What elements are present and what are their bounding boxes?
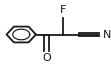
Text: O: O xyxy=(42,53,51,63)
Text: N: N xyxy=(103,30,111,39)
Text: F: F xyxy=(59,5,66,15)
